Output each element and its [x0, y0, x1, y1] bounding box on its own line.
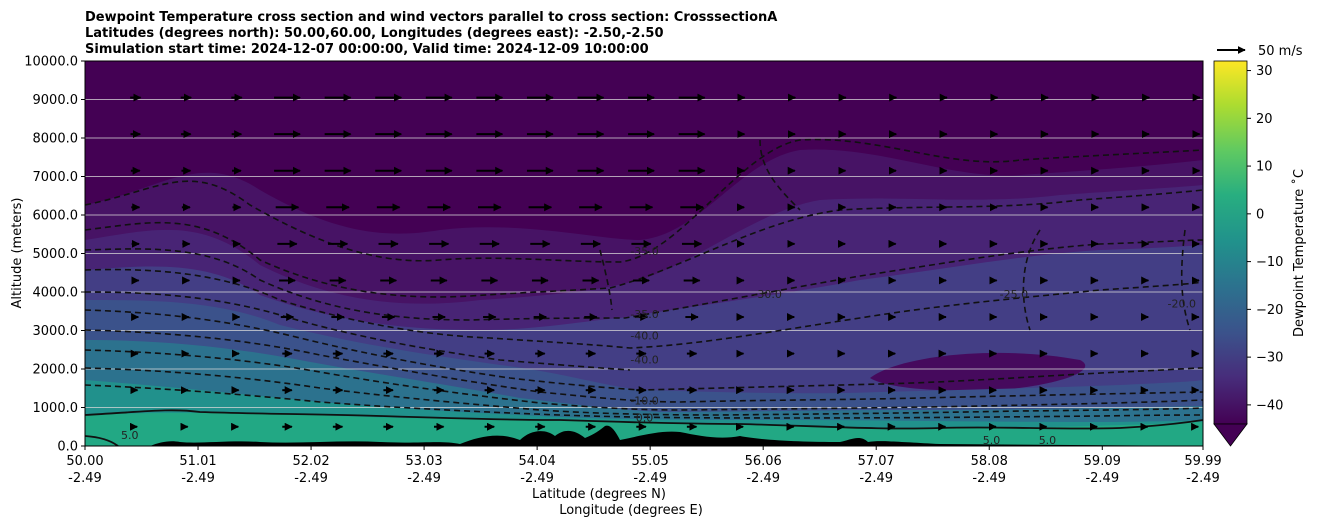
y-tick-label: 10000.0 [24, 55, 78, 70]
chart-title-line-3: Simulation start time: 2024-12-07 00:00:… [85, 42, 649, 57]
field-dry-pocket [870, 352, 1086, 391]
y-axis-label: Altitude (meters) [10, 198, 25, 309]
contour-label: 0.0 [636, 411, 654, 424]
contour-label: -35.0 [630, 245, 658, 258]
colorbar-tick-label: −40 [1256, 398, 1283, 413]
x-tick-label-lon: -2.49 [633, 471, 667, 486]
y-tick-label: 9000.0 [33, 93, 79, 108]
contour-line [1022, 229, 1041, 331]
x-tick-label-lon: -2.49 [407, 471, 441, 486]
colorbar-tick-label: −20 [1256, 303, 1283, 318]
x-tick-label-lon: -2.49 [181, 471, 215, 486]
contour-line [1180, 229, 1191, 331]
contour-label: -30.0 [753, 288, 781, 301]
x-tick-label-lon: -2.49 [1186, 471, 1220, 486]
x-tick-label-lon: -2.49 [520, 471, 554, 486]
colorbar-tick-label: 0 [1256, 207, 1264, 222]
contour-label: -25.0 [1000, 288, 1028, 301]
x-tick-label-lat: 58.08 [971, 454, 1008, 469]
contour-line [85, 239, 1203, 321]
colorbar-tick-label: 10 [1256, 160, 1273, 175]
contour-label: -40.0 [630, 330, 658, 343]
x-tick-label-lon: -2.49 [859, 471, 893, 486]
x-tick-label-lat: 51.01 [179, 454, 216, 469]
x-tick-label-lon: -2.49 [972, 471, 1006, 486]
contour-label: 5.0 [1039, 434, 1057, 447]
contour-line [599, 249, 613, 311]
contour-label: 5.0 [983, 434, 1001, 447]
y-tick-label: 7000.0 [33, 170, 79, 185]
contour-line [85, 329, 1203, 403]
contour-label: -10.0 [630, 394, 658, 407]
x-tick-label-lat: 56.06 [745, 454, 782, 469]
contour-line [85, 268, 1203, 349]
x-axis: 50.00 -2.49 51.01 -2.49 52.02 -2.49 53.03 -2.49… [66, 446, 1222, 486]
grid-lines [85, 99, 1203, 408]
terrain [85, 425, 1203, 446]
wind-vectors [129, 93, 1201, 431]
x-axis-label-longitude: Longitude (degrees E) [559, 503, 703, 518]
x-tick-label-lat: 55.05 [632, 454, 669, 469]
solid-contours [85, 409, 1203, 446]
quiver-key-label: 50 m/s [1258, 44, 1303, 59]
colorbar-extend-triangle [1213, 423, 1248, 447]
contour-label: 5.0 [121, 429, 139, 442]
contour-line [85, 291, 631, 371]
chart-title-line-2: Latitudes (degrees north): 50.00,60.00, … [85, 26, 664, 41]
contour-line [85, 367, 1203, 416]
contour-line-5 [85, 435, 119, 446]
x-tick-label-lon: -2.49 [1085, 471, 1119, 486]
x-tick-label-lon: -2.49 [68, 471, 102, 486]
contour-line [85, 349, 1203, 411]
y-tick-label: 6000.0 [33, 209, 79, 224]
x-tick-label-lon: -2.49 [746, 471, 780, 486]
y-tick-label: 3000.0 [33, 324, 79, 339]
x-axis-label-latitude: Latitude (degrees N) [532, 487, 666, 502]
colorbar-label: Dewpoint Temperature ˚C [1291, 169, 1307, 337]
plot-area [85, 61, 1203, 446]
x-tick-label-lat: 50.00 [66, 454, 103, 469]
x-tick-label-lat: 59.09 [1084, 454, 1121, 469]
y-tick-label: 4000.0 [33, 286, 79, 301]
quiver-key: 50 m/s [1217, 44, 1303, 59]
colorbar-fill [1213, 60, 1248, 425]
contour-label: -20.0 [1168, 297, 1196, 310]
contour-label: -40.0 [630, 354, 658, 367]
x-tick-label-lat: 57.07 [858, 454, 895, 469]
colorbar-tick-label: 20 [1256, 112, 1273, 127]
contour-line [85, 138, 1203, 263]
x-tick-label-lat: 52.02 [292, 454, 329, 469]
contour-labels: -35.0 -35.0 -40.0 -40.0 -10.0 0.0 -30.0 -25.0 -2… [121, 245, 1196, 447]
colorbar-tick-label: −30 [1256, 351, 1283, 366]
y-tick-label: 2000.0 [33, 363, 79, 378]
x-tick-label-lat: 59.99 [1184, 454, 1221, 469]
y-tick-label: 5000.0 [33, 247, 79, 262]
colorbar: −40 −30 −20 −10 0 10 20 30 Dewpoint Temperature… [1213, 60, 1307, 447]
contour-line [85, 189, 1203, 298]
contour-line [85, 384, 1203, 419]
y-tick-label: 1000.0 [33, 401, 79, 416]
contour-line-0 [85, 409, 1203, 430]
x-tick-label-lat: 54.04 [519, 454, 556, 469]
x-tick-label-lon: -2.49 [294, 471, 328, 486]
y-tick-label: 0.0 [57, 440, 78, 455]
colorbar-tick-label: −10 [1256, 255, 1283, 270]
x-tick-label-lat: 53.03 [405, 454, 442, 469]
y-tick-label: 8000.0 [33, 132, 79, 147]
colorbar-tick-label: 30 [1256, 64, 1273, 79]
contour-label: -35.0 [630, 308, 658, 321]
chart-title-line-1: Dewpoint Temperature cross section and w… [85, 10, 777, 25]
y-axis: 0.0 1000.0 2000.0 3000.0 4000.0 5000.0 6000.0 7… [24, 55, 85, 455]
colorbar-ticks: −40 −30 −20 −10 0 10 20 30 [1247, 64, 1283, 413]
